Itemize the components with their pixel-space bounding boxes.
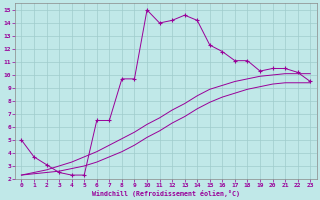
X-axis label: Windchill (Refroidissement éolien,°C): Windchill (Refroidissement éolien,°C) [92,190,240,197]
